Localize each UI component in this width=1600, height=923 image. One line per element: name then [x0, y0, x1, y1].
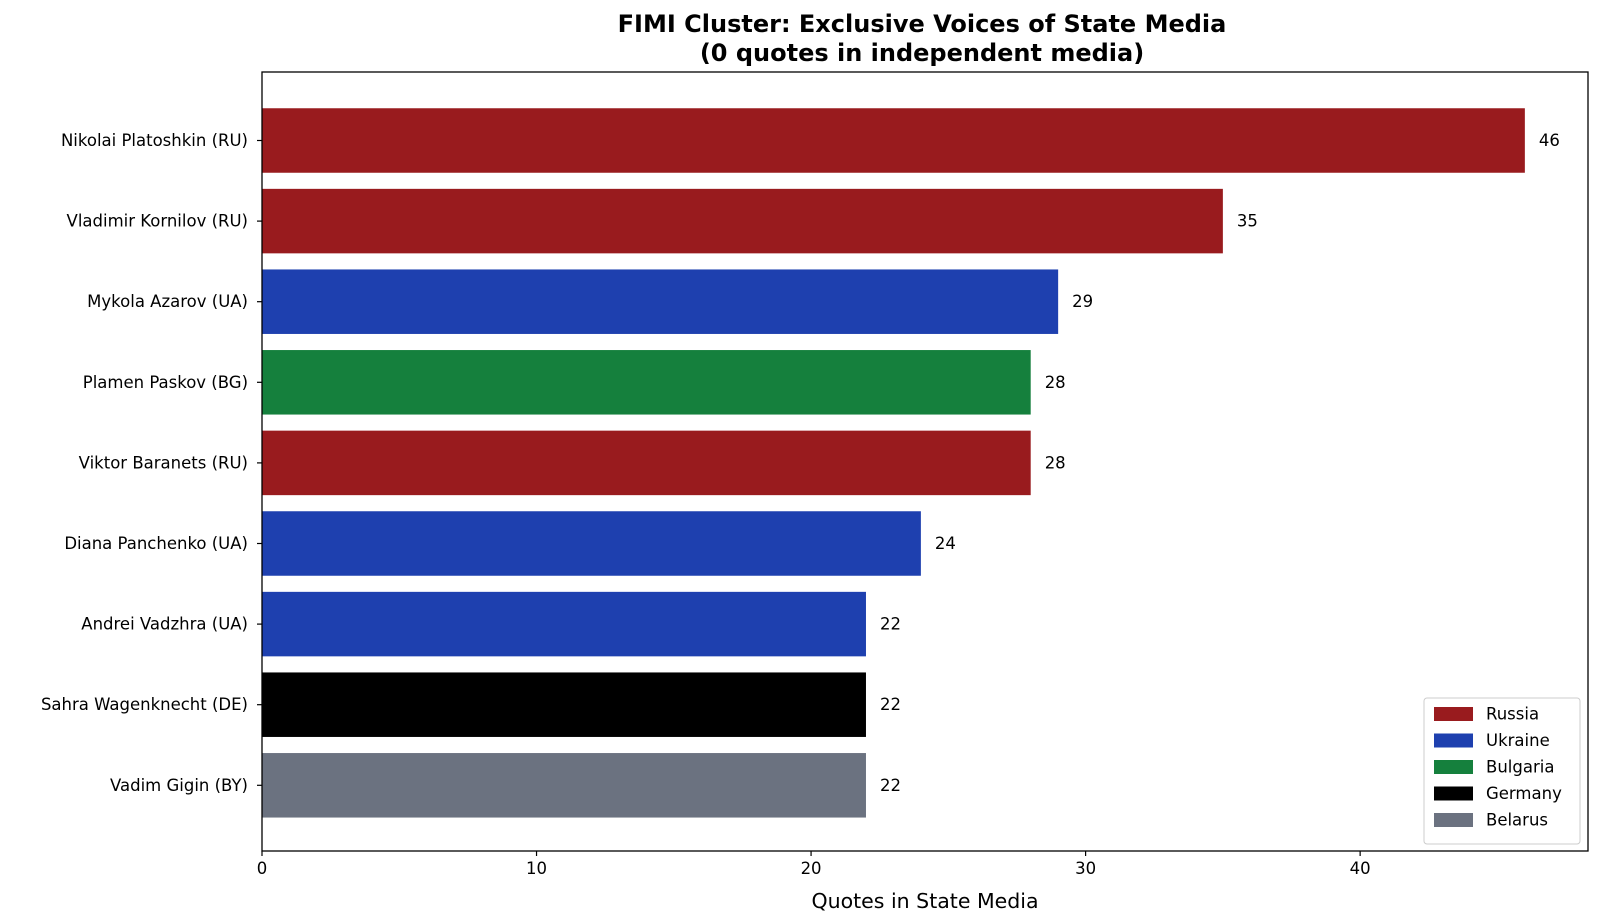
bar [262, 269, 1059, 334]
x-tick-label: 20 [801, 859, 822, 878]
legend-swatch [1434, 707, 1473, 721]
x-tick-label: 0 [257, 859, 268, 878]
bar [262, 430, 1031, 496]
data-label: 35 [1237, 212, 1258, 231]
y-axis: Nikolai Platoshkin (RU) Vladimir Kornilov… [41, 131, 262, 795]
legend: Russia Ukraine Bulgaria Germany Belarus [1423, 697, 1581, 845]
data-label: 24 [935, 534, 956, 553]
bar [262, 672, 866, 737]
y-tick-label: Diana Panchenko (UA) [64, 534, 248, 553]
chart-subtitle: (0 quotes in independent media) [700, 39, 1144, 67]
x-tick-label: 30 [1075, 859, 1096, 878]
legend-swatch [1434, 760, 1473, 774]
data-label: 28 [1045, 453, 1066, 472]
bar [262, 108, 1525, 173]
legend-swatch [1434, 786, 1473, 801]
bar [262, 188, 1223, 254]
data-label: 29 [1072, 292, 1093, 311]
x-tick-label: 10 [526, 859, 547, 878]
bar [262, 511, 921, 576]
y-tick-label: Plamen Paskov (BG) [83, 373, 248, 392]
y-tick-label: Vadim Gigin (BY) [110, 776, 248, 795]
legend-label: Russia [1486, 705, 1539, 724]
legend-label: Belarus [1486, 811, 1548, 830]
bar [262, 350, 1031, 415]
legend-label: Germany [1486, 784, 1562, 803]
data-label: 22 [880, 776, 901, 795]
bars-group [262, 108, 1525, 818]
x-axis-label: Quotes in State Media [811, 889, 1038, 913]
x-axis: 0 10 20 30 40 [257, 851, 1371, 878]
legend-swatch [1434, 733, 1473, 748]
y-tick-label: Sahra Wagenknecht (DE) [41, 695, 248, 714]
data-label: 46 [1539, 131, 1560, 150]
data-label: 28 [1045, 373, 1066, 392]
y-tick-label: Andrei Vadzhra (UA) [81, 615, 248, 634]
plot-frame [261, 71, 1589, 852]
y-tick-label: Viktor Baranets (RU) [79, 453, 248, 472]
y-tick-label: Mykola Azarov (UA) [87, 292, 248, 311]
y-tick-label: Vladimir Kornilov (RU) [67, 212, 248, 231]
y-tick-label: Nikolai Platoshkin (RU) [61, 131, 248, 150]
data-label: 22 [880, 615, 901, 634]
x-tick-label: 40 [1350, 859, 1371, 878]
legend-swatch [1434, 813, 1473, 827]
data-labels-group: 46 35 29 28 28 24 22 22 22 [880, 131, 1560, 795]
legend-label: Bulgaria [1486, 758, 1554, 777]
chart-title: FIMI Cluster: Exclusive Voices of State … [618, 10, 1227, 38]
data-label: 22 [880, 695, 901, 714]
bar [262, 591, 866, 657]
legend-label: Ukraine [1486, 731, 1550, 750]
bar [262, 753, 866, 818]
